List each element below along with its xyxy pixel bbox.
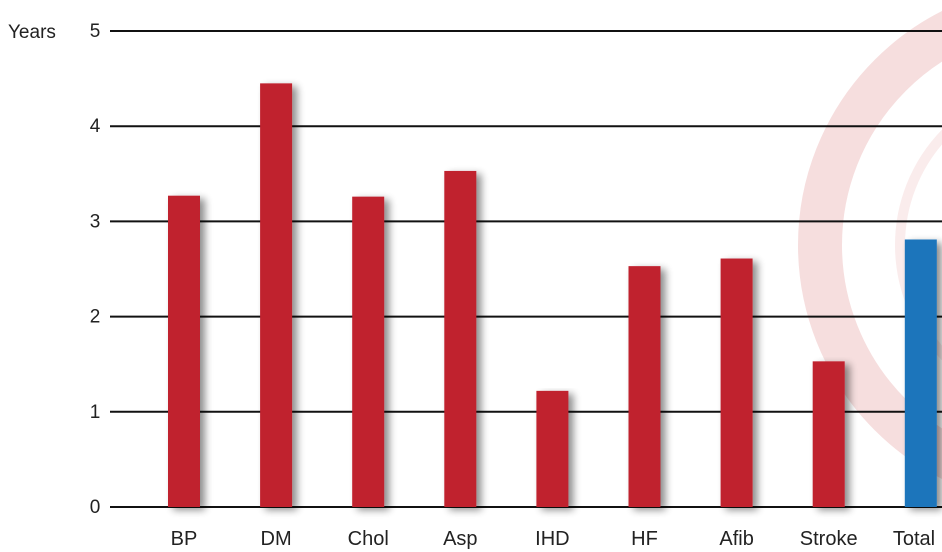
x-tick-label: Stroke xyxy=(800,528,858,550)
x-tick-label: Chol xyxy=(348,528,389,550)
x-tick-label: Asp xyxy=(443,528,477,550)
y-tick-label: 2 xyxy=(90,307,101,328)
x-tick-label: Total xyxy=(893,528,935,550)
x-tick-label: HF xyxy=(631,528,658,550)
x-tick-label: IHD xyxy=(535,528,569,550)
bar-bp xyxy=(168,195,200,508)
x-tick-label: Afib xyxy=(719,528,753,550)
bars xyxy=(168,83,937,508)
y-tick-label: 1 xyxy=(90,402,101,423)
y-tick-label: 4 xyxy=(90,116,101,137)
y-tick-label: 0 xyxy=(90,497,101,518)
x-tick-labels: BP DM Chol Asp IHD HF Afib Stroke Total xyxy=(171,528,935,550)
y-tick-label: 5 xyxy=(90,21,101,42)
bar-dm xyxy=(260,83,293,508)
bar-chol xyxy=(352,196,385,507)
bar-total xyxy=(904,239,937,507)
bar-stroke xyxy=(812,361,845,507)
bar-afib xyxy=(720,258,753,507)
bar-ihd xyxy=(536,390,569,507)
x-tick-label: DM xyxy=(261,528,292,550)
y-tick-labels: 0 1 2 3 4 5 xyxy=(90,21,101,518)
y-tick-label: 3 xyxy=(90,211,101,232)
gridlines xyxy=(110,30,942,508)
bar-asp xyxy=(444,170,477,507)
background-decoration xyxy=(798,11,942,479)
bar-hf xyxy=(628,266,661,507)
x-tick-label: BP xyxy=(171,528,198,550)
y-axis-label: Years xyxy=(8,22,56,43)
